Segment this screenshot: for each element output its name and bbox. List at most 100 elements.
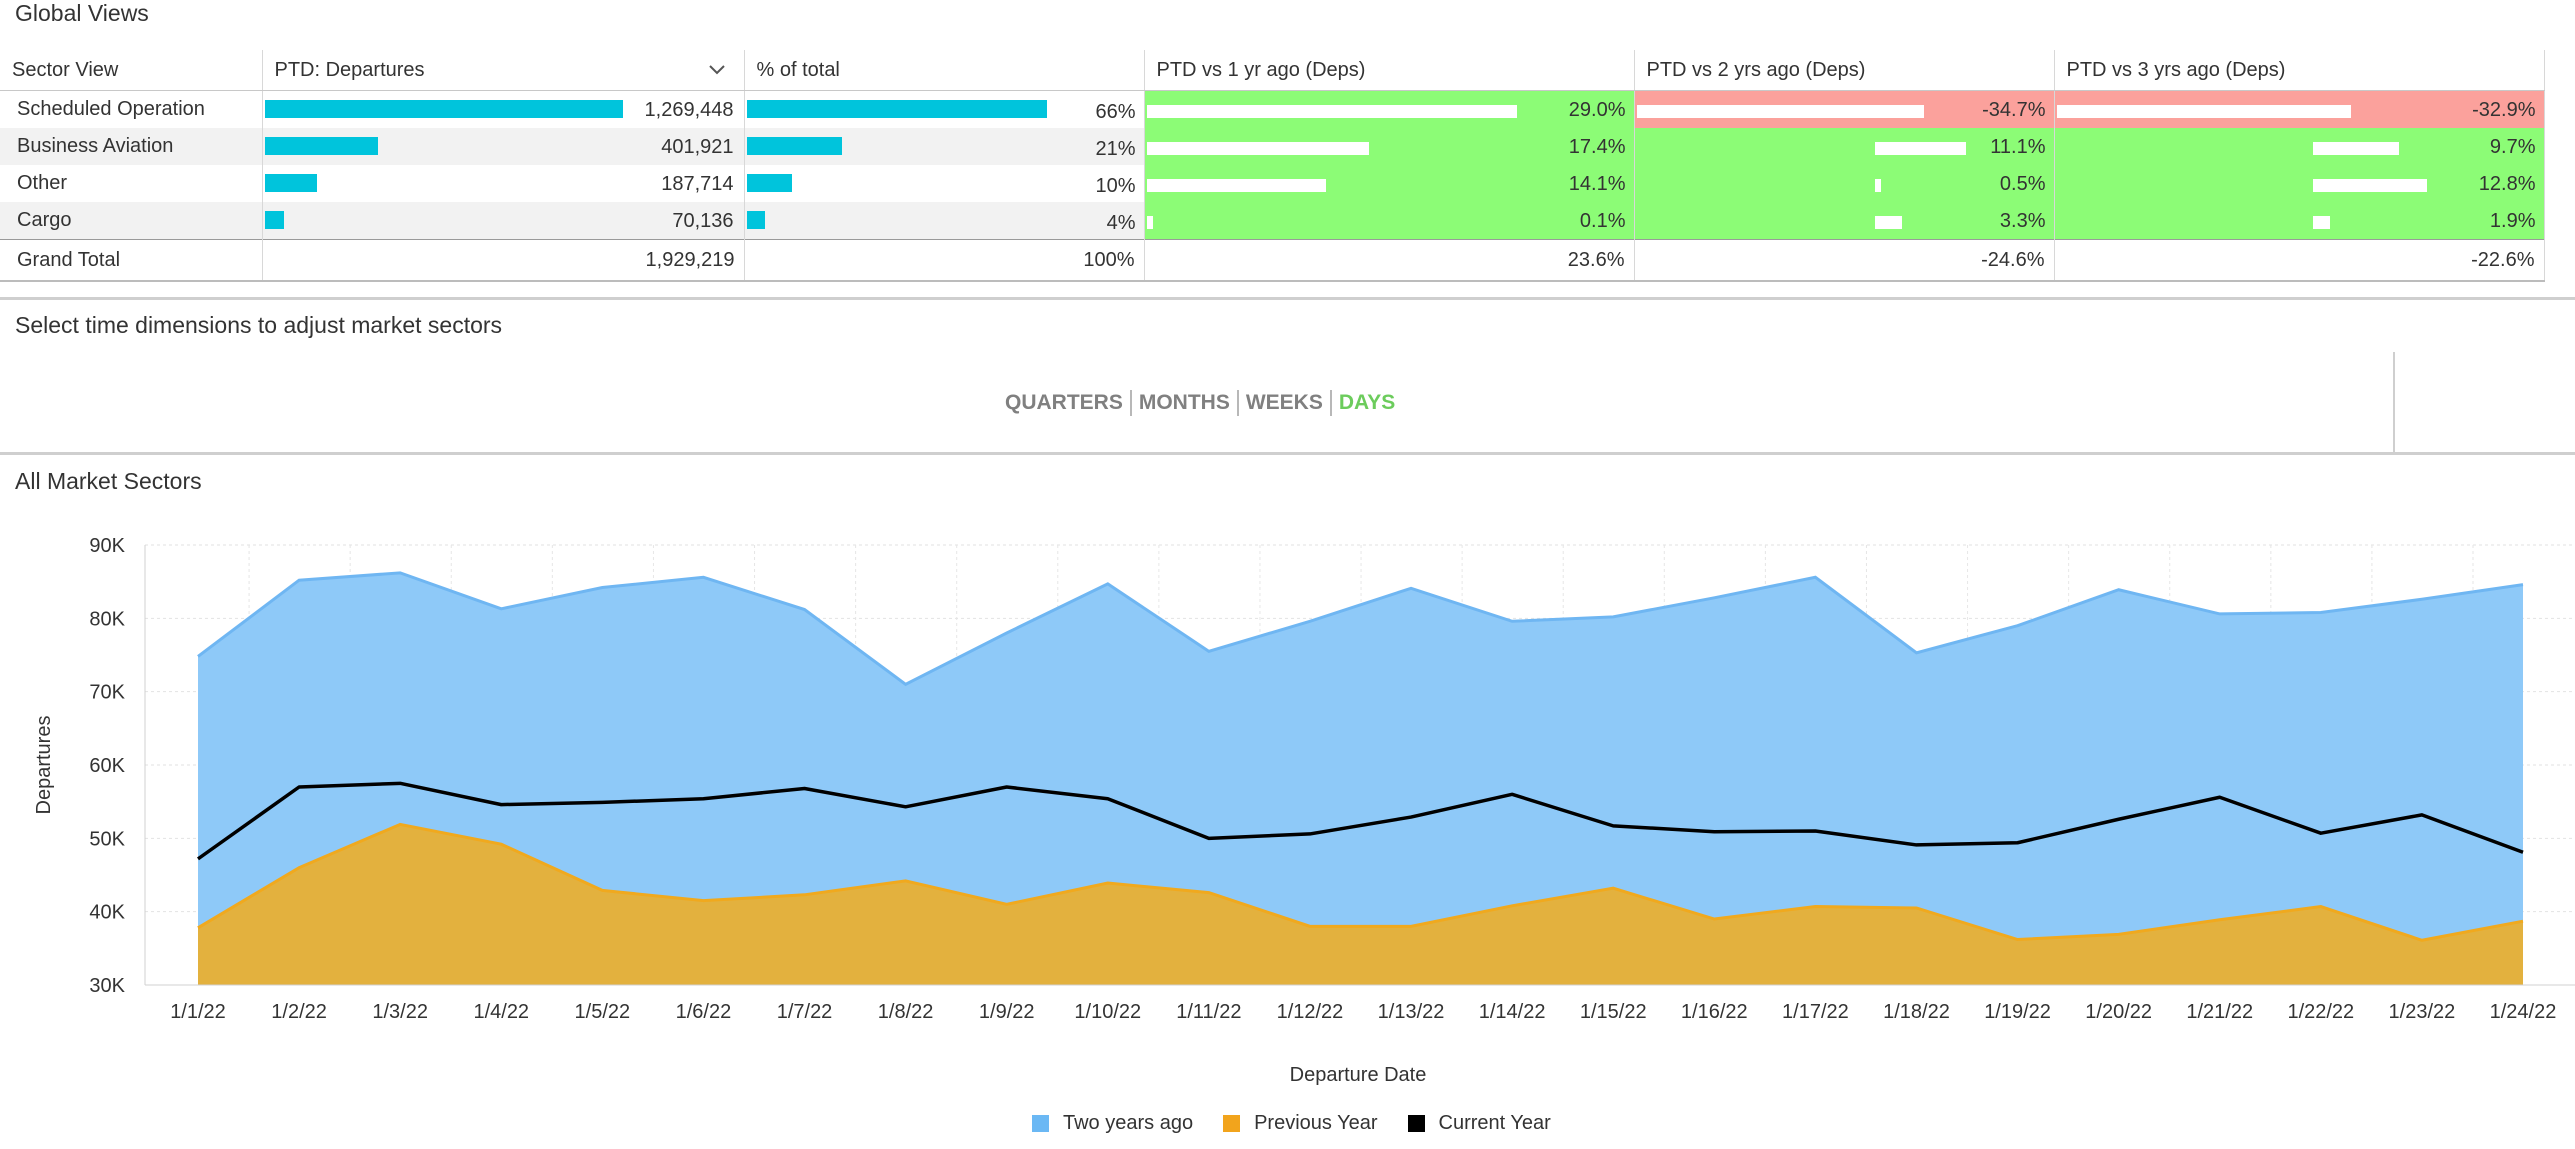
section-divider — [0, 297, 2575, 300]
legend-item[interactable]: Current Year — [1407, 1112, 1551, 1135]
vs-2yr-bar — [1874, 142, 1967, 155]
table-row[interactable]: Cargo 70,136 4% 0.1% 3.3% 1.9% — [0, 202, 2545, 240]
header-sector-view[interactable]: Sector View — [0, 50, 263, 91]
legend-item[interactable]: Previous Year — [1223, 1112, 1378, 1135]
header-vs-3yr[interactable]: PTD vs 3 yrs ago (Deps) — [2054, 50, 2545, 91]
x-tick-label: 1/11/22 — [1176, 1001, 1241, 1023]
x-tick-label: 1/5/22 — [575, 1001, 631, 1023]
header-vs-2yr[interactable]: PTD vs 2 yrs ago (Deps) — [1634, 50, 2055, 91]
vs-1yr-value: 14.1% — [1568, 173, 1626, 195]
sector-label[interactable]: Cargo — [0, 202, 263, 240]
pct-total-value: 4% — [1106, 212, 1136, 234]
vs-3yr-cell: 12.8% — [2054, 165, 2545, 202]
vs-2yr-value: 11.1% — [1990, 136, 2046, 158]
y-tick-label: 40K — [89, 902, 125, 924]
vs-2yr-bar — [1636, 105, 1924, 118]
vs-3yr-bar — [2312, 216, 2330, 229]
vs-1yr-cell: 29.0% — [1144, 90, 1635, 128]
departures-value: 1,269,448 — [644, 99, 734, 121]
legend-swatch — [1223, 1115, 1241, 1132]
legend-swatch — [1407, 1115, 1425, 1132]
x-tick-label: 1/23/22 — [2389, 1001, 2456, 1023]
vs-3yr-value: 1.9% — [2489, 210, 2536, 232]
vs-3yr-cell: 9.7% — [2054, 128, 2545, 165]
sector-label[interactable]: Business Aviation — [0, 128, 263, 165]
table-row[interactable]: Other 187,714 10% 14.1% 0.5% 12.8% — [0, 165, 2545, 202]
y-tick-label: 60K — [89, 755, 125, 777]
y-tick-label: 50K — [89, 828, 125, 850]
x-tick-label: 1/19/22 — [1984, 1001, 2051, 1023]
area-edge-previous-year — [197, 822, 2524, 942]
y-tick-label: 80K — [89, 608, 125, 630]
pct-total-cell: 10% — [744, 165, 1145, 202]
x-tick-label: 1/7/22 — [777, 1001, 833, 1023]
x-tick-label: 1/12/22 — [1277, 1001, 1344, 1023]
pct-total-value: 66% — [1095, 101, 1136, 123]
time-option-weeks[interactable]: WEEKS — [1245, 391, 1323, 414]
header-departures[interactable]: PTD: Departures — [262, 50, 745, 91]
x-tick-label: 1/13/22 — [1378, 1001, 1445, 1023]
vs-3yr-bar — [2312, 142, 2400, 155]
vs-1yr-bar — [1146, 105, 1517, 118]
vs-2yr-cell: 0.5% — [1634, 165, 2055, 202]
pct-total-bar — [746, 211, 765, 229]
header-pct-total[interactable]: % of total — [744, 50, 1145, 91]
x-tick-label: 1/18/22 — [1883, 1001, 1950, 1023]
chevron-down-icon[interactable] — [708, 59, 726, 82]
vs-1yr-value: 29.0% — [1568, 99, 1626, 121]
vs-2yr-value: 3.3% — [1999, 210, 2046, 232]
departures-value: 401,921 — [661, 136, 734, 158]
option-divider — [1236, 390, 1239, 416]
time-option-months[interactable]: MONTHS — [1138, 391, 1230, 414]
header-vs-1yr[interactable]: PTD vs 1 yr ago (Deps) — [1144, 50, 1635, 91]
option-divider — [1129, 390, 1132, 416]
pct-total-cell: 66% — [744, 90, 1145, 128]
table-row[interactable]: Business Aviation 401,921 21% 17.4% 11.1% 9.7… — [0, 128, 2545, 165]
vs-1yr-cell: 14.1% — [1144, 165, 1635, 202]
x-tick-label: 1/16/22 — [1681, 1001, 1748, 1023]
section-divider — [0, 452, 2575, 455]
vs-1yr-bar — [1146, 142, 1369, 155]
time-selector-title: Select time dimensions to adjust market … — [15, 312, 503, 338]
y-tick-label: 30K — [89, 975, 125, 997]
vs-1yr-bar — [1146, 216, 1153, 229]
departures-cell: 1,269,448 — [262, 90, 745, 128]
time-option-days[interactable]: DAYS — [1338, 391, 1396, 414]
time-option-quarters[interactable]: QUARTERS — [1005, 391, 1123, 414]
x-tick-label: 1/6/22 — [676, 1001, 732, 1023]
vs-3yr-bar — [2312, 179, 2428, 192]
departures-bar — [264, 174, 318, 192]
legend-item[interactable]: Two years ago — [1032, 1112, 1193, 1135]
x-axis-label: Departure Date — [1290, 1064, 1427, 1086]
pct-total-bar — [746, 137, 842, 155]
grand-total-vs-2yr-text: -24.6% — [1981, 249, 2045, 271]
departures-value: 187,714 — [661, 173, 734, 195]
pct-total-cell: 21% — [744, 128, 1145, 165]
grand-total-departures: 1,929,219 — [262, 239, 745, 282]
x-tick-label: 1/10/22 — [1074, 1001, 1141, 1023]
time-selector-panel — [0, 352, 2395, 452]
x-tick-label: 1/17/22 — [1782, 1001, 1849, 1023]
market-sectors-chart: 30K 40K 50K 60K 70K 80K 90K 1/1/22 1/2/22 1/3/22 1… — [33, 535, 2575, 1086]
sector-label[interactable]: Scheduled Operation — [0, 90, 263, 128]
market-sectors-title: All Market Sectors — [15, 468, 202, 494]
vs-1yr-cell: 0.1% — [1144, 202, 1635, 240]
legend-label: Current Year — [1438, 1112, 1551, 1134]
vs-2yr-cell: -34.7% — [1634, 90, 2055, 128]
table-row[interactable]: Scheduled Operation 1,269,448 66% 29.0% -34.… — [0, 90, 2545, 128]
x-tick-label: 1/1/22 — [170, 1001, 226, 1023]
x-tick-label: 1/15/22 — [1580, 1001, 1647, 1023]
vs-2yr-cell: 3.3% — [1634, 202, 2055, 240]
pct-total-value: 21% — [1095, 138, 1136, 160]
x-tick-label: 1/2/22 — [271, 1001, 327, 1023]
sector-label[interactable]: Other — [0, 165, 263, 202]
vs-3yr-cell: -32.9% — [2054, 90, 2545, 128]
grand-total-row: Grand Total 1,929,219 100% 23.6% -24.6% -22.6… — [0, 239, 2545, 282]
area-edge-two-years-ago — [197, 571, 2524, 687]
vs-1yr-bar — [1146, 179, 1327, 192]
y-axis-label: Departures — [33, 716, 55, 815]
vs-2yr-value: 0.5% — [1999, 173, 2046, 195]
x-tick-label: 1/21/22 — [2186, 1001, 2253, 1023]
grand-total-vs-3yr: -22.6% — [2054, 239, 2545, 282]
vs-1yr-value: 17.4% — [1568, 136, 1626, 158]
